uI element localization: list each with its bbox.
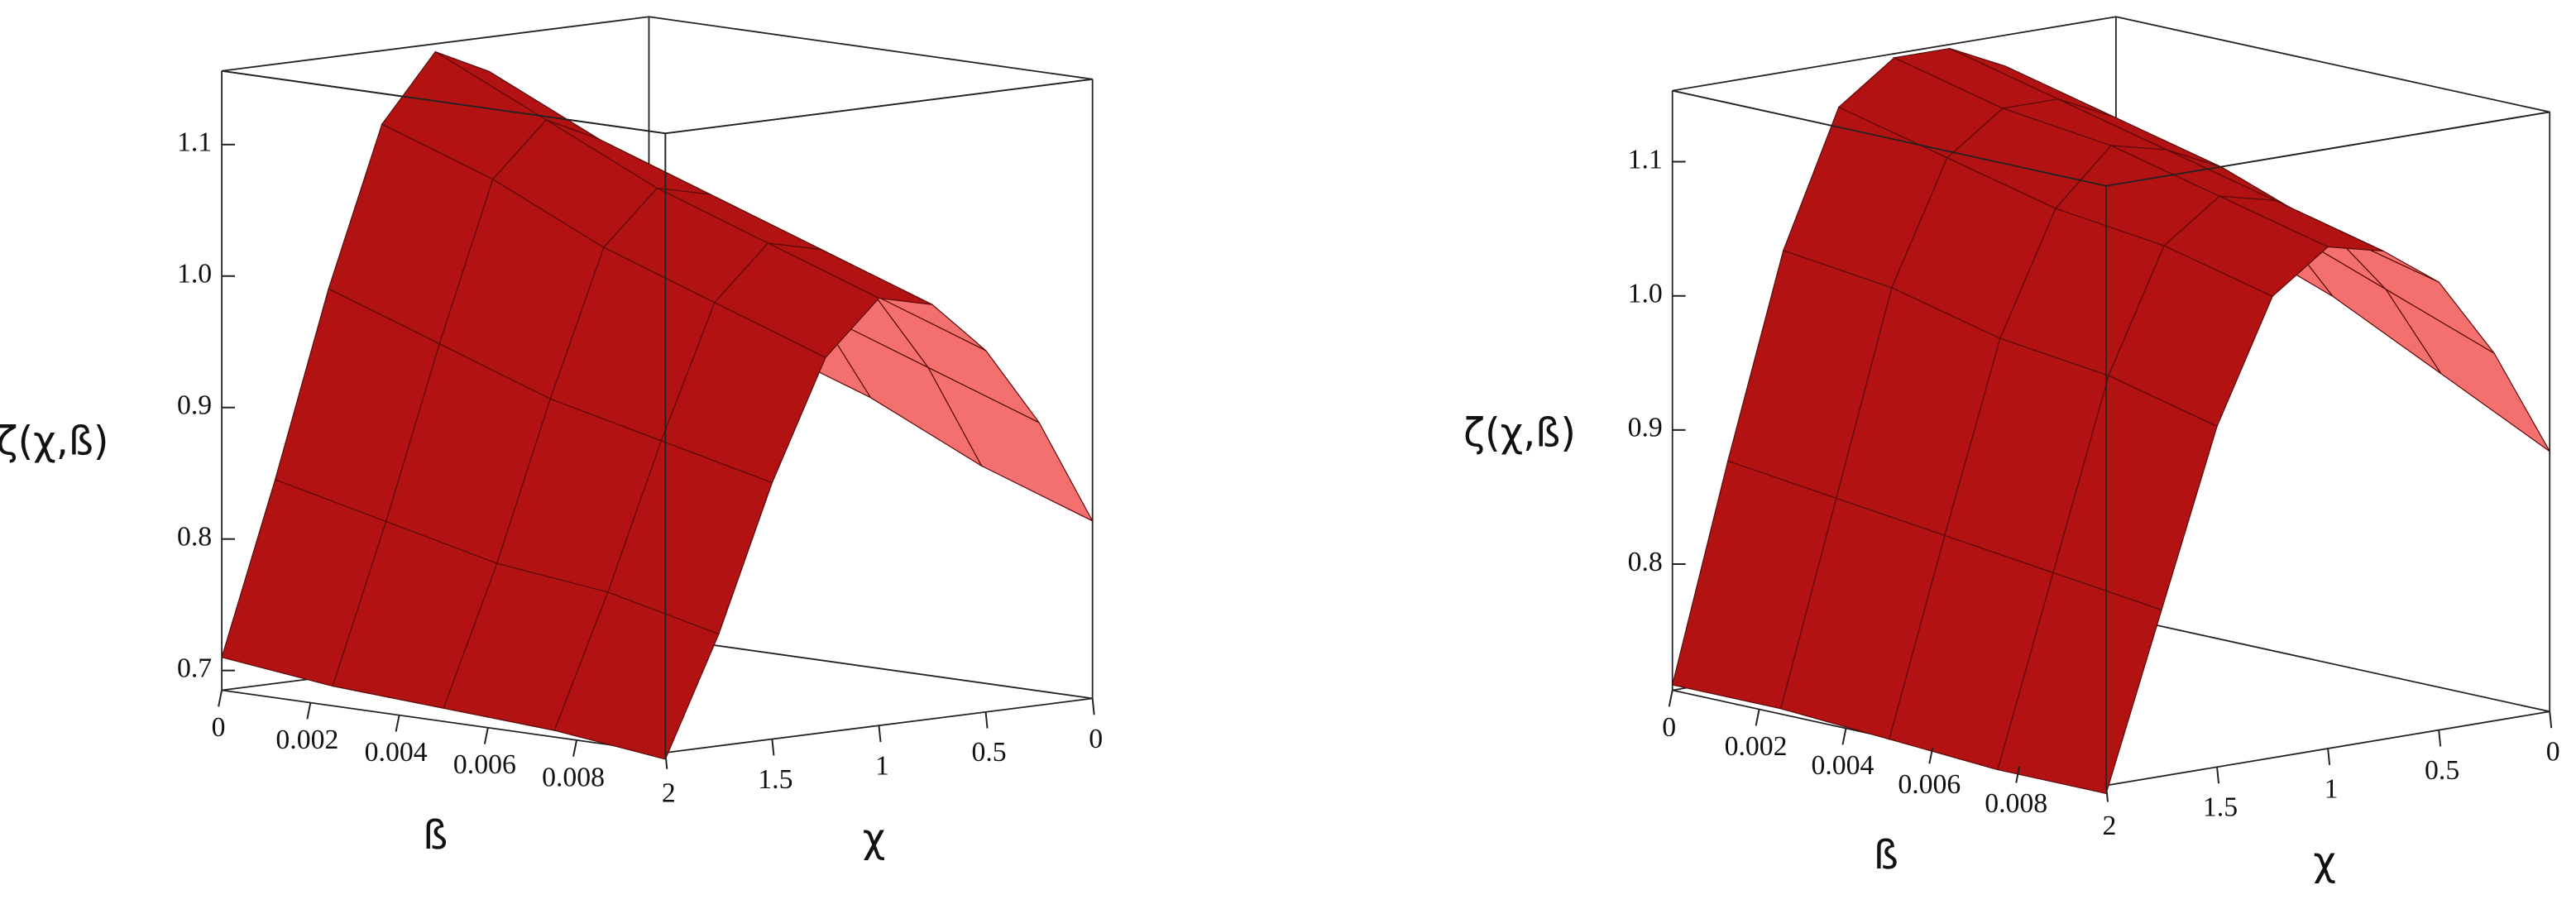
beta-tick-label: 0	[212, 712, 226, 743]
beta-tick	[1841, 728, 1847, 745]
box-edge	[649, 635, 1093, 700]
chi-tick	[664, 752, 668, 769]
chi-tick	[771, 739, 775, 756]
beta-tick	[2015, 766, 2021, 783]
chi-tick-label: 1.5	[2203, 792, 2238, 823]
box-edge	[2115, 615, 2550, 713]
chi-tick	[984, 711, 989, 729]
chi-tick	[2105, 785, 2109, 802]
box-edge	[221, 16, 649, 72]
z-tick-label: 0.9	[177, 390, 212, 420]
box-edge	[649, 16, 1093, 80]
z-tick-label: 0.8	[1628, 547, 1663, 577]
beta-tick-label: 0.008	[1985, 788, 2047, 819]
beta-tick-label: 0.002	[275, 725, 338, 755]
surface-patch	[2385, 289, 2550, 452]
beta-tick	[1928, 747, 1934, 764]
z-tick-label: 0.9	[1628, 413, 1663, 443]
beta-tick-label: 0.006	[453, 749, 516, 780]
chi-tick-label: 2	[662, 777, 676, 808]
chi-tick	[2327, 748, 2331, 765]
beta-tick-label: 0.004	[365, 737, 428, 768]
box-edge	[1672, 16, 2117, 92]
beta-tick	[1755, 709, 1760, 726]
beta-tick-label: 0	[1662, 712, 1676, 743]
beta-tick-label: 0.004	[1811, 750, 1874, 781]
beta-axis-label: ß	[1874, 833, 1898, 878]
box-edge	[221, 69, 666, 135]
z-tick-label: 1.0	[177, 259, 212, 289]
chi-tick-label: 0	[2546, 737, 2560, 768]
beta-tick	[395, 715, 400, 732]
z-tick-label: 1.0	[1628, 278, 1663, 309]
z-tick-label: 0.8	[177, 521, 212, 552]
chi-tick-label: 1	[2325, 773, 2339, 804]
box-edge	[2105, 111, 2550, 187]
beta-tick	[1668, 690, 1673, 707]
z-axis-label: ζ(χ,ß)	[1463, 411, 1576, 457]
chi-axis-label: χ	[2313, 840, 2336, 885]
z-tick-label: 0.7	[177, 653, 212, 683]
z-tick-label: 1.1	[1628, 144, 1663, 175]
chi-tick	[2438, 730, 2442, 747]
chi-tick	[2216, 767, 2220, 784]
box-edge	[221, 689, 666, 754]
chi-tick-label: 0	[1089, 724, 1103, 754]
z-tick-label: 1.1	[177, 127, 212, 158]
beta-tick-label: 0.008	[542, 762, 605, 792]
beta-tick	[306, 702, 312, 720]
beta-tick	[483, 727, 489, 744]
box-edge	[1672, 89, 2107, 187]
chi-tick	[2549, 711, 2553, 729]
beta-axis-label: ß	[423, 813, 448, 859]
chi-tick-label: 1	[875, 751, 889, 782]
box-edge	[665, 78, 1093, 135]
chi-tick-label: 2	[2103, 811, 2117, 841]
chi-axis-label: χ	[863, 816, 886, 862]
chi-tick	[878, 725, 882, 743]
beta-tick-label: 0.002	[1725, 731, 1788, 762]
chi-tick-label: 0.5	[2425, 755, 2459, 786]
chi-tick	[1091, 698, 1095, 715]
chi-tick-label: 0.5	[971, 737, 1006, 768]
beta-tick-label: 0.006	[1898, 769, 1961, 800]
beta-tick	[218, 690, 223, 707]
beta-tick	[572, 739, 578, 757]
box-edge	[2115, 16, 2550, 113]
chi-tick-label: 1.5	[758, 764, 792, 795]
z-axis-label: ζ(χ,ß)	[0, 419, 108, 465]
